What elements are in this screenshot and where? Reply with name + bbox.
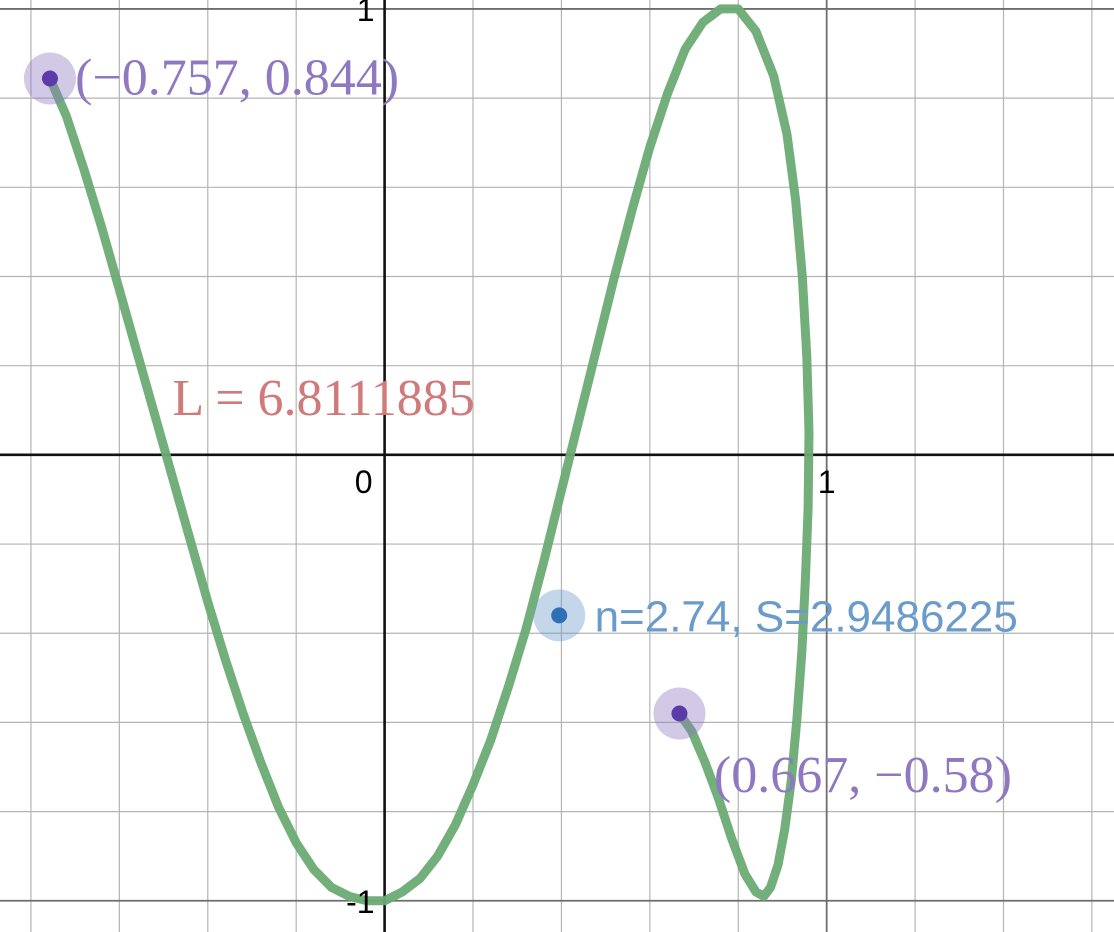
tick-label-x-one: 1 xyxy=(818,464,836,500)
annotation-layer: (−0.757, 0.844) (0.667, −0.58) L = 6.811… xyxy=(75,49,1018,803)
tick-label-y-minus-one: -1 xyxy=(346,884,374,920)
tick-labels: 0 1 1 -1 xyxy=(346,0,835,920)
curve-series-0[interactable] xyxy=(45,4,814,906)
point-marker-0[interactable] xyxy=(23,52,76,105)
parameter-label: n=2.74, S=2.9486225 xyxy=(595,592,1018,641)
point-label-start: (−0.757, 0.844) xyxy=(75,49,399,106)
point-dot xyxy=(671,705,688,722)
tick-label-y-one: 1 xyxy=(357,0,375,28)
curve-layer xyxy=(45,4,814,906)
point-dot xyxy=(551,607,568,624)
point-dot xyxy=(41,70,58,87)
tick-label-origin: 0 xyxy=(355,464,373,500)
point-label-end: (0.667, −0.58) xyxy=(714,747,1012,804)
point-marker-1[interactable] xyxy=(653,687,706,740)
point-marker-2[interactable] xyxy=(533,589,586,642)
point-layer xyxy=(23,52,706,740)
arc-length-label: L = 6.8111885 xyxy=(172,370,474,427)
